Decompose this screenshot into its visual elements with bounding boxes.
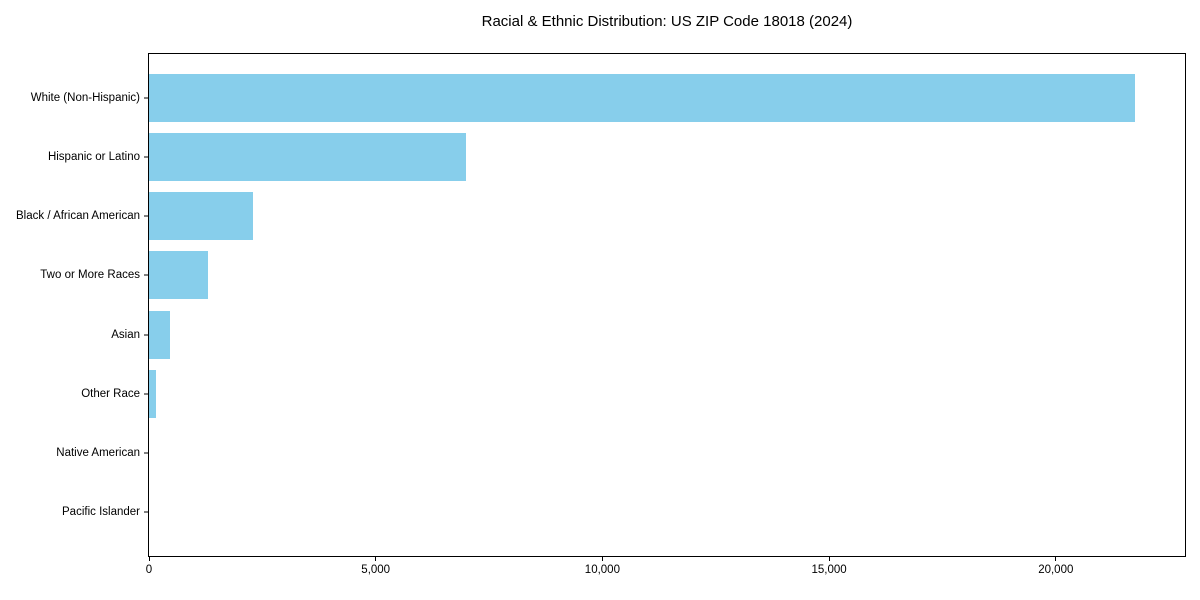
x-tick-label: 15,000: [811, 564, 847, 576]
x-tick-label: 10,000: [584, 564, 620, 576]
y-tick-mark: [144, 393, 148, 395]
category-label: Two or More Races: [40, 269, 140, 282]
x-tick-label: 20,000: [1038, 564, 1074, 576]
y-tick-mark: [144, 156, 148, 158]
bar-rows: White (Non-Hispanic) Hispanic or Latino …: [16, 54, 1185, 556]
x-tick-label: 5,000: [361, 564, 391, 576]
plot-area: White (Non-Hispanic) Hispanic or Latino …: [16, 53, 1186, 576]
category-label: Other Race: [81, 387, 140, 400]
chart-title: Racial & Ethnic Distribution: US ZIP Cod…: [481, 13, 853, 30]
y-tick-mark: [144, 334, 148, 336]
bar: [149, 73, 1136, 122]
bar-row: Native American: [56, 424, 1185, 483]
y-tick-mark: [144, 511, 148, 513]
bar: [149, 132, 467, 181]
bar-row: Pacific Islander: [62, 483, 1185, 542]
x-tick-mark: [1055, 557, 1057, 561]
bar-row: Hispanic or Latino: [48, 127, 1185, 186]
x-tick-mark: [828, 557, 830, 561]
x-axis-ticks: 0 5,000 10,000 15,000 20,000: [145, 556, 1185, 586]
category-label: Asian: [111, 328, 140, 341]
bar-row: White (Non-Hispanic): [31, 68, 1185, 127]
bar-row: Two or More Races: [40, 246, 1185, 305]
bar: [149, 310, 170, 359]
y-tick-mark: [144, 97, 148, 99]
category-label: White (Non-Hispanic): [30, 91, 140, 104]
bar: [149, 369, 156, 418]
category-label: Native American: [56, 447, 140, 460]
bar-row: Black / African American: [16, 187, 1185, 246]
x-tick-mark: [148, 557, 150, 561]
bar-row: Asian: [111, 305, 1185, 364]
y-tick-mark: [144, 274, 148, 276]
bar: [149, 192, 254, 241]
x-tick-label: 0: [145, 564, 153, 576]
x-tick-mark: [601, 557, 603, 561]
x-tick-mark: [375, 557, 377, 561]
bar-row: Other Race: [81, 364, 1185, 423]
bar: [149, 251, 208, 300]
y-tick-mark: [144, 452, 148, 454]
category-label: Black / African American: [16, 210, 140, 223]
y-tick-mark: [144, 215, 148, 217]
category-label: Hispanic or Latino: [47, 150, 140, 163]
category-label: Pacific Islander: [62, 506, 140, 519]
